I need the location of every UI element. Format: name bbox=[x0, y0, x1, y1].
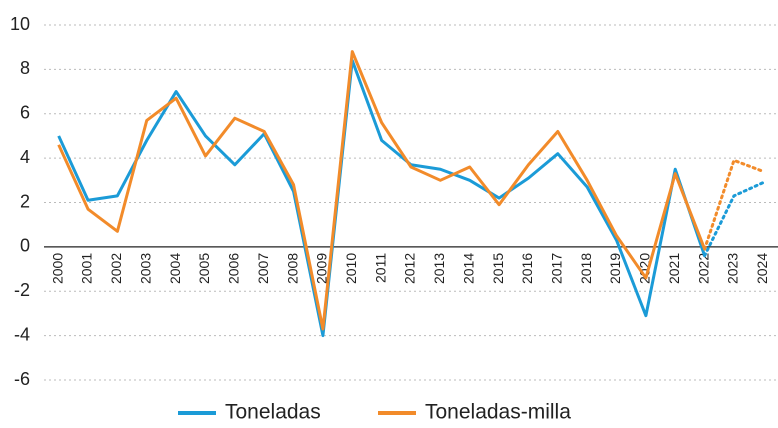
x-tick-label: 2007 bbox=[255, 253, 271, 284]
y-tick-label: 10 bbox=[10, 14, 30, 34]
y-tick-label: 2 bbox=[20, 191, 30, 211]
x-tick-label: 2018 bbox=[578, 253, 594, 284]
y-tick-label: -2 bbox=[14, 280, 30, 300]
y-tick-label: 8 bbox=[20, 58, 30, 78]
x-tick-label: 2015 bbox=[490, 253, 506, 284]
x-tick-label: 2020 bbox=[637, 253, 653, 284]
projected-line bbox=[703, 158, 765, 251]
x-tick-label: 2014 bbox=[460, 253, 476, 284]
x-tick-label: 2005 bbox=[196, 253, 212, 284]
x-tick-label: 2019 bbox=[607, 253, 623, 284]
x-tick-label: 2022 bbox=[695, 253, 711, 284]
y-tick-label: 6 bbox=[20, 103, 30, 123]
x-tick-label: 2002 bbox=[108, 253, 124, 284]
data-line bbox=[57, 59, 707, 338]
x-tick-label: 2016 bbox=[519, 253, 535, 284]
y-tick-label: 0 bbox=[20, 236, 30, 256]
x-tick-label: 2001 bbox=[79, 253, 95, 284]
x-tick-label: 2021 bbox=[666, 253, 682, 284]
x-tick-label: 2003 bbox=[137, 253, 153, 284]
x-tick-label: 2023 bbox=[725, 253, 741, 284]
data-line bbox=[57, 50, 706, 331]
x-tick-label: 2006 bbox=[226, 253, 242, 284]
x-tick-label: 2017 bbox=[549, 253, 565, 284]
x-tick-label: 2012 bbox=[402, 253, 418, 284]
legend-label: Toneladas-milla bbox=[425, 401, 571, 424]
x-tick-label: 2009 bbox=[314, 253, 330, 284]
x-tick-label: 2000 bbox=[49, 253, 65, 284]
x-tick-label: 2024 bbox=[754, 253, 770, 284]
x-tick-label: 2011 bbox=[372, 253, 388, 283]
x-tick-label: 2004 bbox=[167, 253, 183, 284]
x-tick-label: 2010 bbox=[343, 253, 359, 284]
x-tick-label: 2013 bbox=[431, 253, 447, 284]
y-tick-label: 4 bbox=[20, 147, 30, 167]
y-tick-label: -6 bbox=[14, 369, 30, 389]
projected-line bbox=[703, 181, 765, 258]
y-tick-label: -4 bbox=[14, 324, 30, 344]
legend-label: Toneladas bbox=[225, 401, 321, 424]
x-tick-label: 2008 bbox=[284, 253, 300, 284]
